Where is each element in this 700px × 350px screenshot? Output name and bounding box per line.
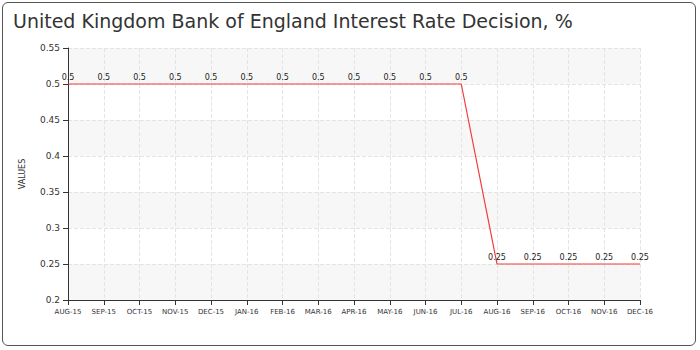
svg-text:0.25: 0.25 — [631, 253, 649, 262]
svg-text:SEP-15: SEP-15 — [92, 308, 116, 316]
svg-text:AUG-16: AUG-16 — [484, 308, 511, 316]
svg-text:JUN-16: JUN-16 — [413, 308, 438, 316]
svg-text:APR-16: APR-16 — [341, 308, 367, 316]
svg-text:0.25: 0.25 — [488, 253, 506, 262]
svg-text:0.5: 0.5 — [169, 73, 182, 82]
svg-text:NOV-16: NOV-16 — [591, 308, 618, 316]
svg-text:OCT-15: OCT-15 — [127, 308, 152, 316]
svg-text:0.5: 0.5 — [276, 73, 289, 82]
svg-text:0.25: 0.25 — [524, 253, 542, 262]
svg-text:United Kingdom Bank of England: United Kingdom Bank of England Interest … — [13, 10, 573, 32]
svg-text:0.2: 0.2 — [46, 295, 60, 305]
svg-text:SEP-16: SEP-16 — [521, 308, 546, 316]
svg-text:JUL-16: JUL-16 — [449, 308, 473, 316]
svg-text:MAR-16: MAR-16 — [305, 308, 332, 316]
svg-text:0.5: 0.5 — [97, 73, 110, 82]
svg-text:0.45: 0.45 — [40, 115, 60, 125]
svg-text:0.5: 0.5 — [419, 73, 432, 82]
svg-text:AUG-15: AUG-15 — [55, 308, 82, 316]
svg-text:0.5: 0.5 — [383, 73, 396, 82]
svg-text:0.5: 0.5 — [455, 73, 468, 82]
svg-text:0.5: 0.5 — [312, 73, 325, 82]
svg-text:0.5: 0.5 — [240, 73, 253, 82]
svg-text:0.5: 0.5 — [348, 73, 361, 82]
svg-text:JAN-16: JAN-16 — [234, 308, 259, 316]
svg-text:0.5: 0.5 — [205, 73, 218, 82]
svg-text:0.25: 0.25 — [560, 253, 578, 262]
svg-text:0.25: 0.25 — [40, 259, 60, 269]
svg-text:OCT-16: OCT-16 — [556, 308, 582, 316]
svg-text:0.3: 0.3 — [46, 223, 60, 233]
svg-text:0.5: 0.5 — [46, 79, 60, 89]
svg-text:0.5: 0.5 — [62, 73, 75, 82]
svg-text:0.35: 0.35 — [40, 187, 60, 197]
svg-text:0.5: 0.5 — [133, 73, 146, 82]
svg-text:FEB-16: FEB-16 — [270, 308, 295, 316]
svg-text:VALUES: VALUES — [18, 159, 27, 189]
svg-text:0.25: 0.25 — [595, 253, 613, 262]
svg-text:0.4: 0.4 — [46, 151, 61, 161]
svg-text:NOV-15: NOV-15 — [162, 308, 188, 316]
svg-text:0.55: 0.55 — [40, 43, 60, 53]
svg-text:DEC-16: DEC-16 — [627, 308, 654, 316]
svg-text:MAY-16: MAY-16 — [377, 308, 403, 316]
svg-text:DEC-15: DEC-15 — [198, 308, 224, 316]
